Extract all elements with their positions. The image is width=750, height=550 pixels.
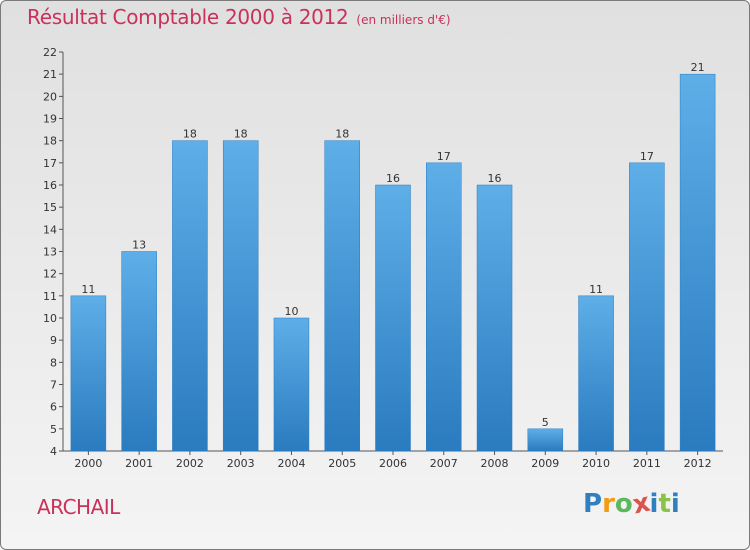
x-tick-label-2008: 2008 [481,457,509,470]
bar-2012 [679,73,716,452]
y-tick-label-10: 10 [43,312,57,325]
value-label-2007: 17 [437,150,451,163]
logo-letter: o [614,489,633,519]
bar-2000 [70,295,107,452]
bar-2005 [324,140,360,452]
y-tick-label-13: 13 [43,246,57,259]
y-tick-label-9: 9 [50,334,57,347]
value-label-2000: 11 [81,283,95,296]
x-tick-label-2003: 2003 [227,457,255,470]
x-tick-label-2004: 2004 [277,457,305,470]
y-tick-label-12: 12 [43,268,57,281]
bar-2004 [273,317,310,452]
value-label-2012: 21 [691,61,705,74]
value-label-2004: 10 [284,305,298,318]
chart-subtitle: (en milliers d'€) [356,13,451,27]
commune-name: ARCHAIL [37,495,120,519]
proxiti-logo[interactable]: Proxiti [583,488,680,521]
bar-2002 [172,140,208,452]
logo-letter: t [658,489,671,519]
y-tick-label-19: 19 [43,113,57,126]
bar-2007 [426,162,462,452]
y-tick-label-11: 11 [43,290,57,303]
bar-2009 [527,428,564,452]
bar-2003 [222,140,259,452]
value-label-2011: 17 [640,150,654,163]
y-tick-label-16: 16 [43,179,57,192]
value-label-2005: 18 [335,128,349,141]
value-label-2010: 11 [589,283,603,296]
logo-letter: r [602,489,615,519]
x-tick-label-2000: 2000 [74,457,102,470]
x-tick-label-2005: 2005 [328,457,356,470]
y-tick-label-15: 15 [43,201,57,214]
y-tick-label-4: 4 [50,445,57,458]
x-tick-label-2002: 2002 [176,457,204,470]
y-tick-label-20: 20 [43,90,57,103]
x-tick-label-2012: 2012 [684,457,712,470]
y-tick-label-5: 5 [50,423,57,436]
chart-title-block: Résultat Comptable 2000 à 2012 (en millie… [27,5,451,29]
y-tick-label-6: 6 [50,401,57,414]
bar-2010 [578,295,614,452]
bar-2008 [476,184,513,452]
bar-2006 [375,184,411,452]
value-label-2001: 13 [132,239,146,252]
value-label-2006: 16 [386,172,400,185]
x-tick-label-2001: 2001 [125,457,153,470]
y-tick-label-18: 18 [43,135,57,148]
x-tick-label-2011: 2011 [633,457,661,470]
bar-2011 [629,162,665,452]
x-tick-label-2010: 2010 [582,457,610,470]
y-tick-label-17: 17 [43,157,57,170]
logo-letter: i [670,489,680,519]
y-tick-label-14: 14 [43,223,57,236]
value-label-2003: 18 [234,128,248,141]
logo-letter: i [649,489,659,519]
y-tick-label-7: 7 [50,379,57,392]
chart-title: Résultat Comptable 2000 à 2012 [27,5,349,29]
bar-2001 [121,251,157,452]
x-tick-label-2006: 2006 [379,457,407,470]
value-label-2002: 18 [183,128,197,141]
y-tick-label-22: 22 [43,46,57,59]
x-tick-label-2009: 2009 [531,457,559,470]
y-tick-label-21: 21 [43,68,57,81]
x-tick-label-2007: 2007 [430,457,458,470]
value-label-2009: 5 [542,416,549,429]
y-tick-label-8: 8 [50,356,57,369]
logo-letter: P [583,489,603,519]
value-label-2008: 16 [488,172,502,185]
